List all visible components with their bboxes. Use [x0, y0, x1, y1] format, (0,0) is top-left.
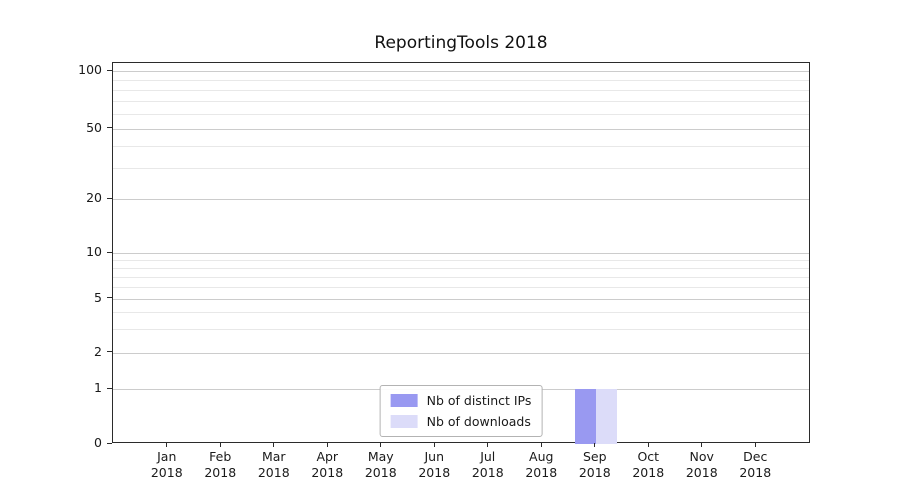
- x-tick-label: Aug 2018: [509, 449, 573, 481]
- gridline-major: [113, 199, 809, 201]
- bar-nb-of-distinct-ips: [574, 389, 596, 444]
- gridline-major: [113, 298, 809, 300]
- gridline-minor: [113, 113, 809, 115]
- x-tick-month: Oct: [637, 449, 660, 464]
- x-tick-year: 2018: [685, 465, 718, 480]
- x-tick-month: Nov: [689, 449, 714, 464]
- y-tick-label: 20: [86, 190, 102, 206]
- legend-item: Nb of distinct IPs: [390, 393, 532, 408]
- gridline-minor: [113, 312, 809, 313]
- y-tick-label: 0: [94, 435, 102, 450]
- x-tick-mark: [219, 443, 221, 447]
- x-tick-year: 2018: [471, 465, 504, 480]
- x-tick-year: 2018: [204, 465, 237, 480]
- x-tick-year: 2018: [311, 465, 344, 480]
- x-tick-mark: [326, 443, 328, 447]
- x-tick-mark: [380, 443, 382, 447]
- x-tick-label: Oct 2018: [616, 449, 680, 481]
- x-tick-label: Nov 2018: [670, 449, 734, 481]
- plot-area: Nb of distinct IPs Nb of downloads: [112, 62, 810, 444]
- gridline-minor: [113, 100, 809, 102]
- gridline-major: [113, 352, 809, 354]
- x-tick-month: Mar: [261, 449, 286, 464]
- y-tick-label: 100: [78, 62, 102, 77]
- x-tick-mark: [701, 443, 703, 447]
- legend: Nb of distinct IPs Nb of downloads: [379, 385, 543, 437]
- gridline-minor: [113, 79, 809, 81]
- x-tick-label: Sep 2018: [563, 449, 627, 481]
- y-tick-mark: [107, 197, 112, 199]
- x-tick-label: Mar 2018: [242, 449, 306, 481]
- x-tick-year: 2018: [578, 465, 611, 480]
- x-tick-year: 2018: [525, 465, 558, 480]
- x-tick-mark: [594, 443, 596, 447]
- x-tick-mark: [166, 443, 168, 447]
- gridline-major: [113, 71, 809, 72]
- y-tick-label: 2: [94, 343, 102, 359]
- legend-swatch: [390, 394, 418, 407]
- y-tick-label: 50: [86, 119, 102, 135]
- x-tick-year: 2018: [150, 465, 183, 480]
- x-tick-mark: [540, 443, 542, 447]
- x-tick-label: May 2018: [349, 449, 413, 481]
- x-tick-year: 2018: [632, 465, 665, 480]
- x-tick-year: 2018: [257, 465, 290, 480]
- x-tick-label: Dec 2018: [723, 449, 787, 481]
- chart-title: ReportingTools 2018: [374, 33, 548, 53]
- y-tick-mark: [107, 69, 112, 71]
- gridline-minor: [113, 276, 809, 278]
- gridline-minor: [113, 267, 809, 269]
- x-tick-month: Apr: [316, 449, 339, 464]
- y-tick-label: 5: [94, 289, 102, 305]
- bar-nb-of-downloads: [595, 389, 617, 444]
- y-tick-label: 10: [86, 244, 102, 260]
- legend-swatch: [390, 415, 418, 428]
- y-tick-label: 1: [94, 380, 102, 396]
- gridline-minor: [113, 145, 809, 147]
- x-tick-month: Jan: [157, 449, 177, 464]
- gridline-minor: [113, 167, 809, 169]
- gridline-minor: [113, 260, 809, 262]
- gridline-minor: [113, 329, 809, 330]
- x-tick-label: Jul 2018: [456, 449, 520, 481]
- gridline-minor: [113, 89, 809, 91]
- x-tick-mark: [273, 443, 275, 447]
- legend-item: Nb of downloads: [390, 414, 532, 429]
- x-tick-year: 2018: [364, 465, 397, 480]
- gridline-minor: [113, 286, 809, 288]
- x-tick-label: Jan 2018: [135, 449, 199, 481]
- x-tick-mark: [487, 443, 489, 447]
- x-tick-label: Feb 2018: [188, 449, 252, 481]
- gridline-major: [113, 128, 809, 130]
- legend-label: Nb of downloads: [426, 414, 531, 429]
- x-tick-mark: [433, 443, 435, 447]
- y-tick-mark: [107, 351, 112, 353]
- gridline-major: [113, 253, 809, 255]
- legend-label: Nb of distinct IPs: [426, 393, 532, 408]
- x-tick-month: Sep: [582, 449, 607, 464]
- y-tick-mark: [107, 297, 112, 299]
- x-tick-month: May: [367, 449, 394, 464]
- y-tick-mark: [107, 251, 112, 253]
- x-tick-month: Feb: [209, 449, 232, 464]
- x-tick-label: Apr 2018: [295, 449, 359, 481]
- x-tick-label: Jun 2018: [402, 449, 466, 481]
- x-tick-mark: [647, 443, 649, 447]
- x-tick-month: Jul: [480, 449, 496, 464]
- y-tick-mark: [107, 127, 112, 129]
- x-tick-month: Aug: [529, 449, 554, 464]
- y-tick-mark: [107, 442, 112, 444]
- x-tick-year: 2018: [739, 465, 772, 480]
- x-tick-mark: [754, 443, 756, 447]
- x-tick-month: Jun: [424, 449, 445, 464]
- x-tick-year: 2018: [418, 465, 451, 480]
- y-tick-mark: [107, 387, 112, 389]
- x-tick-month: Dec: [743, 449, 768, 464]
